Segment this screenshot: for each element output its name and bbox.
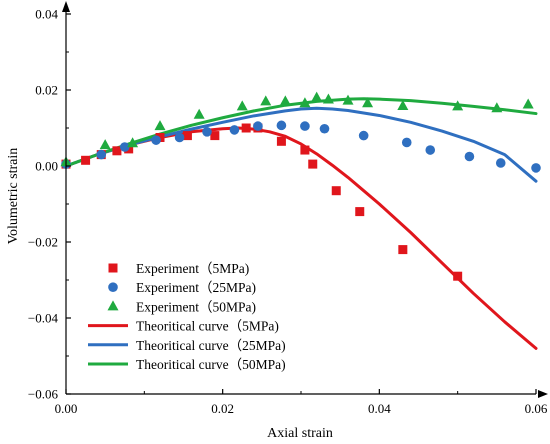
data-point-1-7: [253, 121, 263, 131]
y-tick-label: −0.04: [28, 311, 59, 326]
x-axis-arrow: [538, 390, 548, 398]
data-point-1-5: [202, 127, 212, 137]
data-point-0-3: [112, 146, 122, 156]
x-tick-label: 0.04: [368, 401, 391, 416]
data-point-0-8: [241, 123, 251, 133]
legend-label-1: Experiment（25MPa): [136, 280, 256, 295]
data-point-2-9: [311, 91, 323, 102]
data-point-0-7: [210, 131, 220, 141]
data-point-1-4: [174, 132, 185, 143]
legend-label-4: Theoritical curve（25MPa): [136, 338, 286, 353]
y-tick-label: 0.04: [35, 7, 58, 22]
data-point-0-13: [331, 186, 341, 196]
plot-area: [60, 91, 541, 350]
data-point-2-8: [299, 97, 311, 108]
legend: Experiment（5MPa) Experiment（25MPa) Experim…: [88, 261, 286, 372]
legend-marker-2: [107, 300, 119, 311]
x-tick-label: 0.00: [55, 401, 78, 416]
y-tick-label: −0.06: [28, 387, 59, 402]
data-point-0-16: [453, 271, 463, 281]
data-point-2-4: [193, 108, 205, 119]
data-point-1-14: [464, 151, 475, 162]
y-tick-label: −0.02: [28, 235, 58, 250]
data-point-1-8: [276, 120, 287, 131]
y-tick-label: 0.02: [35, 83, 58, 98]
data-point-1-13: [425, 145, 436, 155]
data-point-2-12: [362, 97, 374, 108]
x-tick-label: 0.02: [211, 401, 234, 416]
legend-label-0: Experiment（5MPa): [136, 261, 249, 276]
data-point-0-6: [182, 131, 192, 141]
data-point-2-6: [260, 95, 272, 106]
data-point-2-16: [522, 98, 534, 109]
data-point-0-15: [398, 245, 408, 255]
y-axis-arrow: [62, 1, 70, 12]
data-point-2-1: [99, 139, 111, 150]
legend-label-5: Theoritical curve（50MPa): [136, 357, 286, 372]
legend-marker-0: [108, 263, 118, 273]
data-point-1-16: [531, 163, 541, 173]
data-point-1-10: [319, 123, 330, 134]
x-tick-label: 0.06: [525, 401, 548, 416]
data-point-0-1: [81, 155, 91, 165]
data-point-2-14: [452, 100, 464, 111]
data-point-2-2: [127, 137, 139, 148]
legend-marker-1: [108, 282, 118, 293]
data-point-1-3: [151, 135, 161, 145]
data-point-1-11: [358, 130, 369, 141]
data-point-1-1: [96, 149, 107, 160]
axes: 0.00 0.02 0.04 0.06 −0.06 −0.04 −0.02 0.00 0.02 0…: [28, 1, 548, 416]
x-axis-label: Axial strain: [267, 426, 333, 441]
data-point-0-14: [355, 207, 365, 217]
y-axis-label: Volumetric strain: [6, 148, 21, 245]
data-point-2-15: [491, 102, 503, 113]
data-point-1-9: [300, 121, 310, 131]
data-point-2-10: [322, 93, 334, 104]
data-point-2-7: [279, 95, 291, 106]
data-point-2-11: [342, 94, 354, 105]
data-point-2-5: [236, 100, 248, 111]
data-point-0-11: [300, 145, 310, 155]
data-point-1-6: [229, 125, 240, 135]
data-point-1-2: [119, 142, 130, 152]
y-tick-label: 0.00: [35, 159, 58, 174]
legend-label-3: Theoritical curve（5MPa): [136, 319, 279, 334]
series-line-3: [64, 126, 538, 350]
data-point-2-3: [154, 120, 166, 131]
data-point-1-15: [495, 158, 506, 168]
data-point-0-10: [276, 136, 286, 146]
legend-label-2: Experiment（50MPa): [136, 299, 256, 314]
data-point-0-12: [308, 159, 318, 169]
data-point-1-12: [401, 137, 412, 148]
data-point-2-13: [397, 99, 409, 110]
